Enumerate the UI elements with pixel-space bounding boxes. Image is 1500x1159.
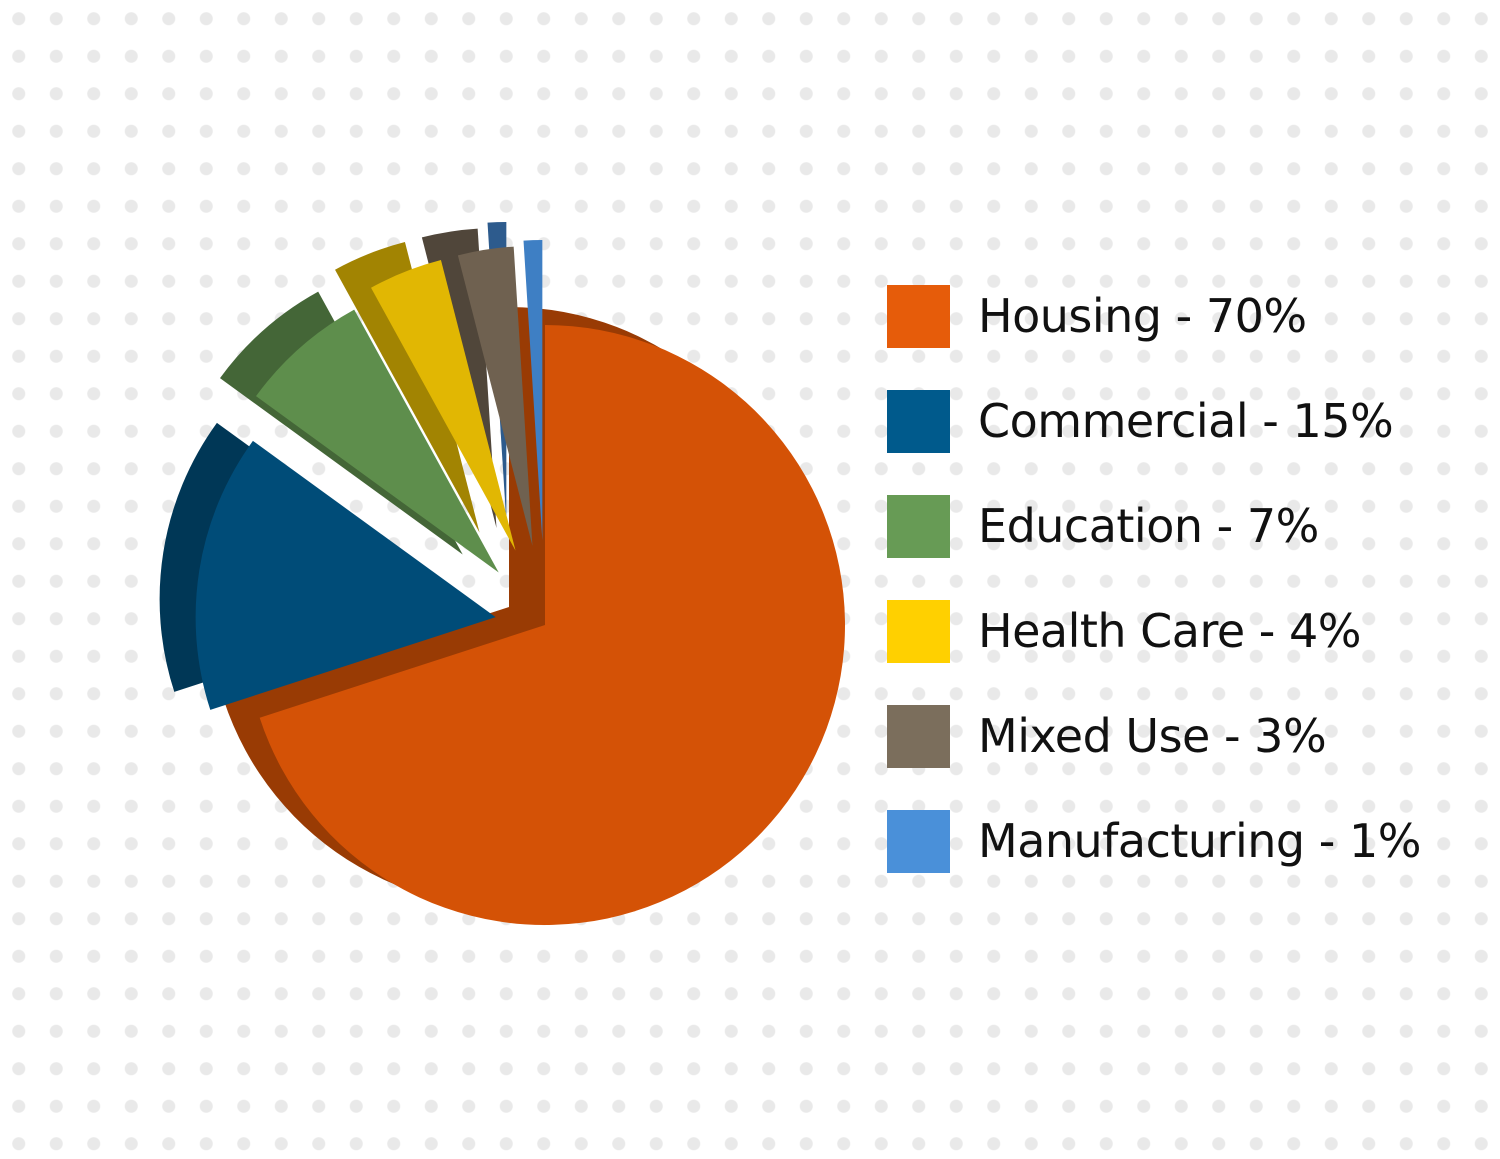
- legend-label-housing: Housing - 70%: [978, 289, 1307, 343]
- legend-item-housing: Housing - 70%: [887, 284, 1487, 348]
- legend-label-health-care: Health Care - 4%: [978, 604, 1362, 658]
- pie-slice-education: [256, 309, 499, 573]
- legend-item-commercial: Commercial - 15%: [887, 389, 1487, 453]
- legend: Housing - 70% Commercial - 15% Education…: [887, 284, 1487, 914]
- legend-label-education: Education - 7%: [978, 499, 1319, 553]
- legend-label-manufacturing: Manufacturing - 1%: [978, 814, 1421, 868]
- legend-swatch-education: [887, 494, 950, 558]
- pie-slice-commercial: [195, 440, 496, 710]
- legend-swatch-commercial: [887, 389, 950, 453]
- pie-slice-mixed-use: [457, 246, 533, 546]
- legend-label-commercial: Commercial - 15%: [978, 394, 1394, 448]
- pie-slice-manufacturing: [523, 240, 543, 541]
- legend-label-mixed-use: Mixed Use - 3%: [978, 709, 1327, 763]
- pie-slice-side-health-care: [335, 242, 480, 533]
- legend-item-manufacturing: Manufacturing - 1%: [887, 809, 1487, 873]
- legend-swatch-health-care: [887, 599, 950, 663]
- pie-slice-health-care: [371, 260, 516, 551]
- legend-item-mixed-use: Mixed Use - 3%: [887, 704, 1487, 768]
- legend-item-education: Education - 7%: [887, 494, 1487, 558]
- pie-slice-housing: [259, 325, 846, 925]
- legend-swatch-mixed-use: [887, 704, 950, 768]
- legend-swatch-manufacturing: [887, 809, 950, 873]
- legend-swatch-housing: [887, 284, 950, 348]
- legend-item-health-care: Health Care - 4%: [887, 599, 1487, 663]
